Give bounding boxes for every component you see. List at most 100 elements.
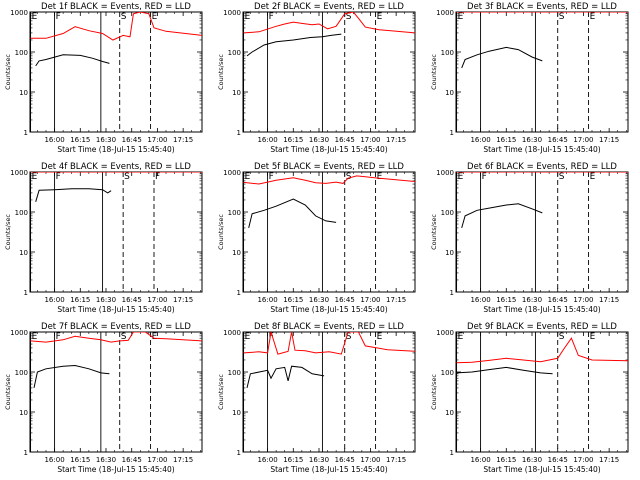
x-tick-label: 16:30 [96,456,116,464]
y-tick-label: 10 [232,89,241,97]
region-marker-label: E [377,172,383,182]
y-tick-label: 1 [237,289,241,297]
y-tick-label: 100 [15,369,28,377]
region-marker-label: E [152,332,158,342]
detector-panel: Det 9f BLACK = Events, RED = LLD 1 10 100 10… [430,322,629,474]
x-tick-label: 16:30 [96,296,116,304]
events-series-line [461,203,543,229]
y-tick-label: 100 [228,209,241,217]
x-tick-label: 17:00 [360,136,380,144]
y-tick-label: 1 [237,449,241,457]
y-tick-label: 1000 [10,9,28,17]
region-marker-label: E [458,332,464,342]
lld-series-line [30,12,202,41]
region-marker-label: F [56,332,61,342]
detector-panel: Det 2f BLACK = Events, RED = LLD 1 10 100 10… [217,2,416,154]
plot-frame [29,331,203,453]
y-tick-label: 1000 [223,169,241,177]
x-tick-label: 16:00 [44,456,64,464]
lld-series-line [243,332,415,355]
x-tick-label: 17:15 [599,136,619,144]
detector-panel: Det 5f BLACK = Events, RED = LLD 1 10 100 10… [217,162,416,314]
y-axis-label: Counts/sec [217,214,225,250]
panel-title: Det 7f BLACK = Events, RED = LLD [41,322,191,332]
x-axis-label: Start Time (18-Jul-15 15:45:40) [270,305,387,314]
region-marker-label: F [155,172,160,182]
x-tick-label: 16:00 [470,136,490,144]
plot-frame [242,331,416,453]
region-marker-label: E [32,332,38,342]
region-marker-label: S [559,12,565,22]
x-axis-label: Start Time (18-Jul-15 15:45:40) [270,465,387,474]
y-axis-label: Counts/sec [217,54,225,90]
region-marker-label: F [269,12,274,22]
x-tick-label: 16:30 [522,136,542,144]
x-tick-label: 17:15 [173,296,193,304]
x-tick-label: 16:30 [96,136,116,144]
region-marker-label: E [32,172,38,182]
x-tick-label: 16:00 [44,136,64,144]
y-tick-label: 100 [441,49,454,57]
x-tick-label: 16:15 [496,136,516,144]
y-tick-label: 100 [15,49,28,57]
x-tick-label: 17:15 [386,136,406,144]
x-tick-label: 16:15 [283,136,303,144]
region-marker-label: S [346,332,352,342]
region-marker-label: E [245,172,251,182]
plot-frame [455,11,629,133]
region-marker-label: E [590,332,596,342]
region-marker-label: E [245,332,251,342]
y-tick-label: 100 [228,49,241,57]
x-axis-label: Start Time (18-Jul-15 15:45:40) [483,145,600,154]
x-tick-label: 17:00 [360,296,380,304]
region-marker-label: E [245,12,251,22]
x-tick-label: 16:15 [70,136,90,144]
x-tick-label: 16:15 [70,456,90,464]
y-axis-label: Counts/sec [430,54,438,90]
lld-series-line [456,337,628,364]
panel-title: Det 8f BLACK = Events, RED = LLD [254,322,404,332]
x-tick-label: 16:00 [470,456,490,464]
panel-title: Det 3f BLACK = Events, RED = LLD [467,2,617,12]
x-tick-label: 17:15 [599,456,619,464]
events-series-line [246,365,325,389]
y-axis-label: Counts/sec [430,374,438,410]
x-tick-label: 16:45 [335,456,355,464]
x-axis-label: Start Time (18-Jul-15 15:45:40) [270,145,387,154]
panel-title: Det 9f BLACK = Events, RED = LLD [467,322,617,332]
panel-title: Det 1f BLACK = Events, RED = LLD [41,2,191,12]
y-tick-label: 1000 [436,329,454,337]
y-tick-label: 1 [24,449,28,457]
y-tick-label: 1 [450,129,454,137]
x-tick-label: 16:00 [257,456,277,464]
x-tick-label: 16:45 [548,456,568,464]
x-tick-label: 16:15 [283,296,303,304]
region-marker-label: S [346,12,352,22]
x-tick-label: 17:00 [147,456,167,464]
lld-series-line [243,175,415,185]
y-tick-label: 100 [441,209,454,217]
y-tick-label: 10 [232,409,241,417]
events-series-line [246,33,342,57]
x-tick-label: 16:30 [309,296,329,304]
y-tick-label: 1000 [436,169,454,177]
y-tick-label: 1 [24,129,28,137]
region-marker-label: S [121,12,127,22]
x-tick-label: 17:15 [173,136,193,144]
region-marker-label: F [482,172,487,182]
panel-title: Det 2f BLACK = Events, RED = LLD [254,2,404,12]
panel-title: Det 5f BLACK = Events, RED = LLD [254,162,404,172]
x-tick-label: 16:30 [309,136,329,144]
region-marker-label: E [377,12,383,22]
x-axis-label: Start Time (18-Jul-15 15:45:40) [483,305,600,314]
lld-series-line [30,332,202,343]
region-marker-label: E [152,12,158,22]
region-marker-label: F [56,172,61,182]
detector-panel: Det 3f BLACK = Events, RED = LLD 1 10 100 10… [430,2,629,154]
region-marker-label: S [559,332,565,342]
panel-title: Det 6f BLACK = Events, RED = LLD [467,162,617,172]
region-marker-label: E [590,12,596,22]
detector-panel: Det 6f BLACK = Events, RED = LLD 1 10 100 10… [430,162,629,314]
region-marker-label: S [346,172,352,182]
